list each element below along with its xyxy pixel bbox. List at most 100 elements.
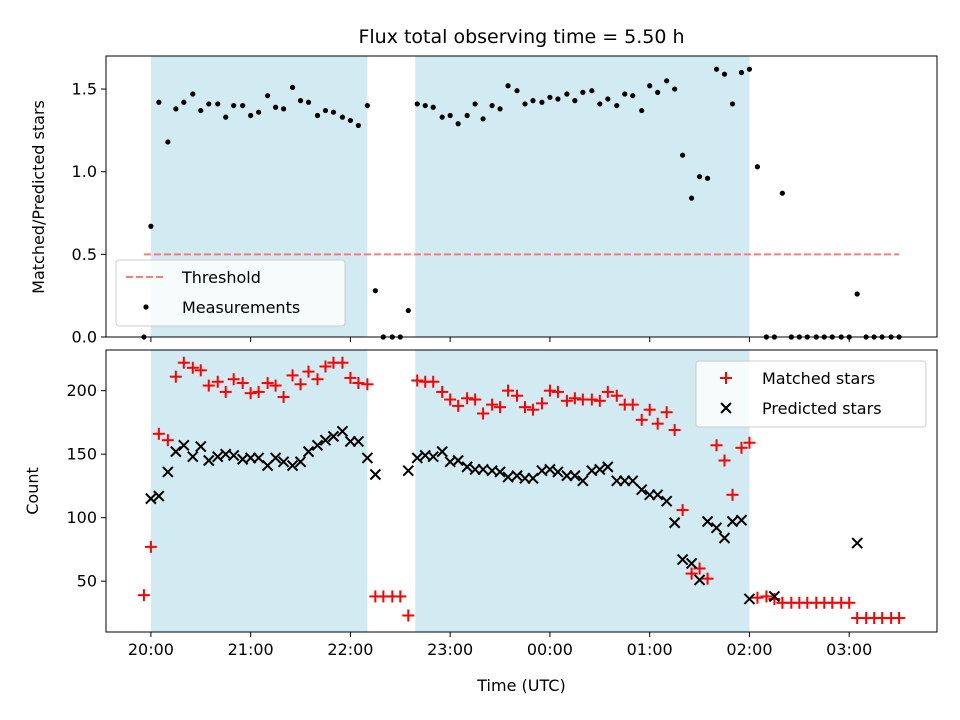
matched-stars-point [294, 378, 307, 391]
matched-stars-point [511, 389, 524, 402]
measurements-point [156, 99, 162, 105]
legend-threshold-label: Threshold [181, 268, 261, 287]
measurements-point [280, 106, 287, 112]
predicted-stars-point [145, 492, 157, 505]
measurements-point [655, 89, 661, 95]
matched-stars-point [211, 375, 224, 388]
count-y-axis-label: Count [23, 467, 42, 515]
predicted-stars-point [452, 454, 464, 467]
matched-stars-point [568, 392, 581, 405]
measurements-point [439, 114, 445, 120]
measurements-point [248, 112, 254, 119]
matched-stars-point [194, 364, 207, 377]
predicted-stars-point [701, 515, 714, 528]
measurements-point [372, 288, 378, 294]
measurements-point [522, 101, 528, 107]
measurements-point [854, 291, 860, 297]
legend-predicted-label: Predicted stars [762, 399, 882, 418]
predicted-stars-point [718, 532, 731, 544]
count-y-tick-label: 200 [66, 381, 97, 400]
matched-stars-point [551, 385, 564, 398]
measurements-point [688, 195, 695, 201]
predicted-stars-point [710, 522, 723, 534]
matched-stars-point [219, 385, 232, 398]
matched-stars-point [277, 391, 290, 403]
matched-stars-point [402, 609, 415, 622]
count-y-tick-label: 150 [66, 445, 97, 464]
chart-title: Flux total observing time = 5.50 h [358, 26, 684, 48]
ratio-y-tick-label: 0.5 [72, 245, 97, 264]
measurements-point [464, 112, 470, 119]
predicted-stars-point [327, 430, 340, 443]
matched-stars-point [526, 403, 539, 416]
measurements-point [256, 109, 262, 115]
measurements-point [721, 71, 728, 77]
predicted-stars-point [369, 468, 382, 481]
measurements-point [547, 94, 553, 100]
matched-stars-point [137, 589, 150, 602]
predicted-stars-point [511, 470, 523, 482]
measurements-point [622, 91, 628, 97]
predicted-stars-point [178, 439, 190, 451]
matched-stars-point [685, 567, 698, 580]
legend-matched-swatch [720, 372, 732, 384]
predicted-stars-point [319, 434, 332, 446]
predicted-stars-point [693, 574, 706, 586]
predicted-stars-point [627, 475, 639, 487]
matched-stars-point [286, 369, 299, 382]
measurements-point [597, 101, 603, 107]
matched-stars-point [202, 379, 215, 392]
measurements-point [272, 104, 279, 110]
measurements-point [347, 117, 354, 124]
measurements-point [231, 102, 237, 109]
matched-stars-point [461, 392, 474, 405]
matched-stars-point [735, 441, 748, 454]
measurements-point [422, 102, 428, 109]
x-tick-label: 02:00 [726, 640, 772, 659]
measurements-point [713, 66, 720, 72]
matched-stars-point [718, 454, 731, 467]
predicted-stars-point [743, 593, 756, 605]
measurements-point [165, 139, 171, 145]
matched-stars-point [710, 439, 723, 452]
predicted-stars-point [726, 515, 739, 528]
matched-stars-point [751, 591, 764, 604]
predicted-stars-point [170, 445, 182, 458]
matched-stars-point [626, 398, 639, 411]
count-y-tick-label: 50 [77, 572, 97, 591]
measurements-point [223, 114, 229, 120]
x-tick-label: 22:00 [327, 640, 373, 659]
predicted-stars-point [294, 456, 307, 468]
legend-measurements-swatch [143, 304, 149, 310]
measurements-point [181, 99, 187, 105]
matched-stars-point [668, 424, 681, 437]
ratio-y-axis-label: Matched/Predicted stars [29, 100, 48, 294]
predicted-stars-point [187, 450, 199, 463]
measurements-point [754, 164, 761, 170]
count-legend: Matched stars Predicted stars [695, 360, 927, 428]
matched-stars-point [427, 375, 440, 388]
legend-predicted-swatch [720, 402, 732, 414]
matched-stars-point [477, 407, 490, 420]
measurements-point [355, 122, 361, 129]
matched-stars-point [227, 373, 240, 386]
matched-stars-point [161, 434, 174, 447]
predicted-stars-point [851, 537, 863, 549]
predicted-stars-point [594, 463, 606, 476]
measurements-point [364, 102, 370, 109]
measurements-point [664, 78, 670, 84]
matched-stars-point [593, 394, 606, 407]
ratio-legend: Threshold Measurements [115, 259, 346, 327]
x-tick-label: 00:00 [527, 640, 573, 659]
predicted-stars-point [436, 445, 448, 458]
predicted-stars-point [411, 452, 423, 464]
legend-measurements-label: Measurements [182, 298, 300, 317]
predicted-stars-point [660, 495, 673, 507]
measurements-point [480, 116, 486, 122]
matched-stars-point [743, 436, 756, 449]
x-tick-label: 23:00 [427, 640, 473, 659]
measurements-point [779, 190, 785, 196]
measurements-point [539, 99, 545, 105]
measurements-point [514, 88, 520, 94]
count-panel: 50 100 150 200 20:00 21:00 22:00 23:00 00:00 01:… [23, 349, 938, 659]
